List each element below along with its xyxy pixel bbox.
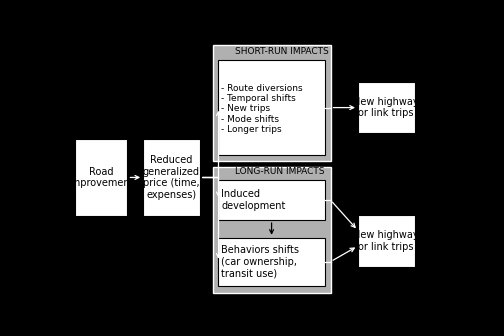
Bar xyxy=(143,139,200,216)
Text: Reduced
generalized
price (time,
expenses): Reduced generalized price (time, expense… xyxy=(143,155,200,200)
Bar xyxy=(218,180,325,220)
Bar xyxy=(358,215,414,267)
Bar xyxy=(213,45,331,161)
Text: LONG-RUN IMPACTS: LONG-RUN IMPACTS xyxy=(235,167,325,176)
Bar xyxy=(213,167,331,293)
Text: - Route diversions
- Temporal shifts
- New trips
- Mode shifts
- Longer trips: - Route diversions - Temporal shifts - N… xyxy=(221,84,303,134)
Bar xyxy=(75,139,128,216)
Text: Induced
development: Induced development xyxy=(221,190,286,211)
Text: Behaviors shifts
(car ownership,
transit use): Behaviors shifts (car ownership, transit… xyxy=(221,245,299,278)
Bar xyxy=(218,60,325,156)
Text: Road
improvement: Road improvement xyxy=(69,167,134,188)
Text: New highway
or link trips: New highway or link trips xyxy=(353,230,419,252)
Bar xyxy=(358,82,414,133)
Text: New highway
or link trips: New highway or link trips xyxy=(353,97,419,118)
Bar xyxy=(218,238,325,286)
Text: SHORT-RUN IMPACTS: SHORT-RUN IMPACTS xyxy=(235,47,329,56)
